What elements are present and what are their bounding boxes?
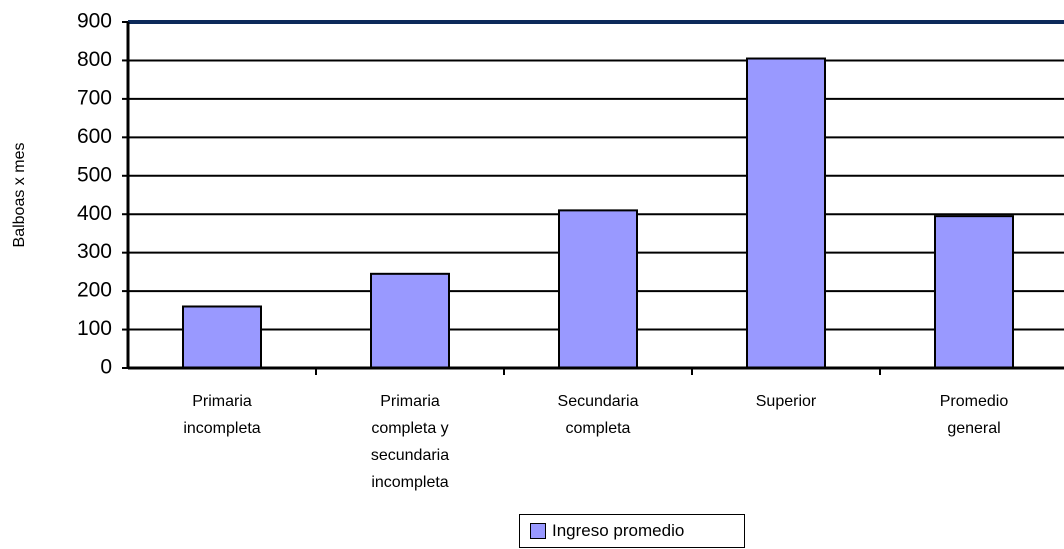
y-tick-label: 300 (77, 240, 112, 263)
bar (182, 305, 262, 370)
bar (370, 272, 450, 369)
y-tick-label: 600 (77, 125, 112, 148)
x-tick-label: Primaria incompleta (183, 393, 261, 437)
y-tick-label: 900 (77, 10, 112, 33)
bar (558, 209, 638, 369)
y-tick-label: 500 (77, 163, 112, 186)
y-tick-label: 100 (77, 317, 112, 340)
x-tick-label: Promedio general (939, 393, 1009, 437)
y-tick-label: 400 (77, 202, 112, 225)
x-tick-label: Primaria completa y secundaria incomplet… (370, 393, 450, 491)
legend-swatch (530, 523, 546, 539)
y-axis-label: Balboas x mes (11, 143, 28, 248)
y-tick-label: 200 (77, 279, 112, 302)
y-tick-label: 700 (77, 86, 112, 109)
bar (934, 215, 1014, 369)
bar (746, 57, 826, 370)
y-tick-label: 0 (100, 356, 112, 379)
legend-label: Ingreso promedio (552, 521, 685, 540)
y-tick-label: 800 (77, 48, 112, 71)
x-tick-label: Secundaria completa (557, 393, 639, 437)
legend: Ingreso promedio (519, 514, 745, 548)
x-tick-label: Superior (755, 393, 817, 410)
